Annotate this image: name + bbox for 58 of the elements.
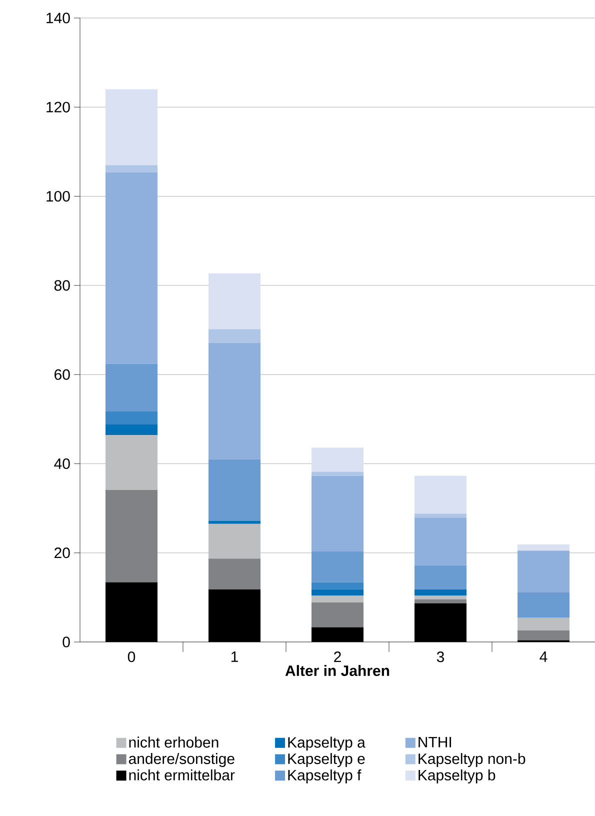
bar [105, 412, 158, 424]
bar [414, 589, 466, 596]
bar [208, 273, 260, 330]
x-tick-label: 2 [334, 652, 341, 662]
bar [311, 476, 364, 552]
bar [208, 558, 260, 590]
bar [105, 424, 158, 436]
bar [105, 364, 158, 412]
bar [517, 592, 570, 618]
bar [105, 165, 158, 172]
bar [311, 582, 364, 590]
x-axis-title: Alter in Jahren [285, 665, 389, 676]
legend-label: andere/sonstige [128, 753, 234, 768]
bar [414, 518, 466, 566]
bar [311, 596, 364, 602]
bar [208, 524, 260, 559]
bar [414, 514, 466, 518]
bar [208, 520, 260, 524]
bar [311, 472, 364, 476]
bar [517, 544, 570, 551]
bar [208, 329, 260, 343]
legend-label: Kapseltyp f [288, 769, 362, 784]
x-tick-label: 4 [540, 652, 548, 662]
y-tick-label: 140 [46, 12, 70, 24]
legend-label: NTHI [418, 736, 451, 748]
legend-label: Kapseltyp b [418, 769, 496, 784]
y-tick-label: 120 [46, 102, 70, 112]
bar [517, 630, 570, 640]
y-tick-label: 20 [54, 548, 70, 558]
bar [105, 89, 158, 166]
bar [414, 565, 466, 590]
y-tick-label: 100 [46, 190, 70, 202]
bar [105, 490, 158, 582]
legend-label: Kapseltyp e [288, 753, 365, 768]
bar [517, 617, 570, 630]
bar [105, 172, 158, 364]
x-tick-label: 0 [128, 652, 135, 662]
bar [311, 589, 364, 596]
y-tick-label: 80 [54, 280, 70, 291]
bar [517, 550, 570, 593]
legend-label: Kapseltyp a [288, 736, 366, 751]
y-tick-label: 0 [62, 636, 70, 648]
bar [414, 599, 466, 604]
bar [414, 596, 466, 600]
bar [414, 476, 466, 514]
y-tick-label: 60 [54, 369, 70, 380]
bar [208, 342, 260, 460]
x-tick-label: 3 [436, 652, 444, 662]
legend-label: nicht erhoben [129, 736, 218, 748]
bar [105, 435, 158, 490]
bar [311, 602, 364, 628]
bar [311, 552, 364, 582]
legend-label: nicht ermittelbar [129, 769, 235, 780]
bar [208, 459, 260, 521]
y-tick-label: 40 [54, 458, 70, 470]
legend-label: Kapseltyp non-b [418, 753, 526, 768]
bar [311, 448, 364, 472]
x-tick-label: 1 [231, 652, 238, 662]
